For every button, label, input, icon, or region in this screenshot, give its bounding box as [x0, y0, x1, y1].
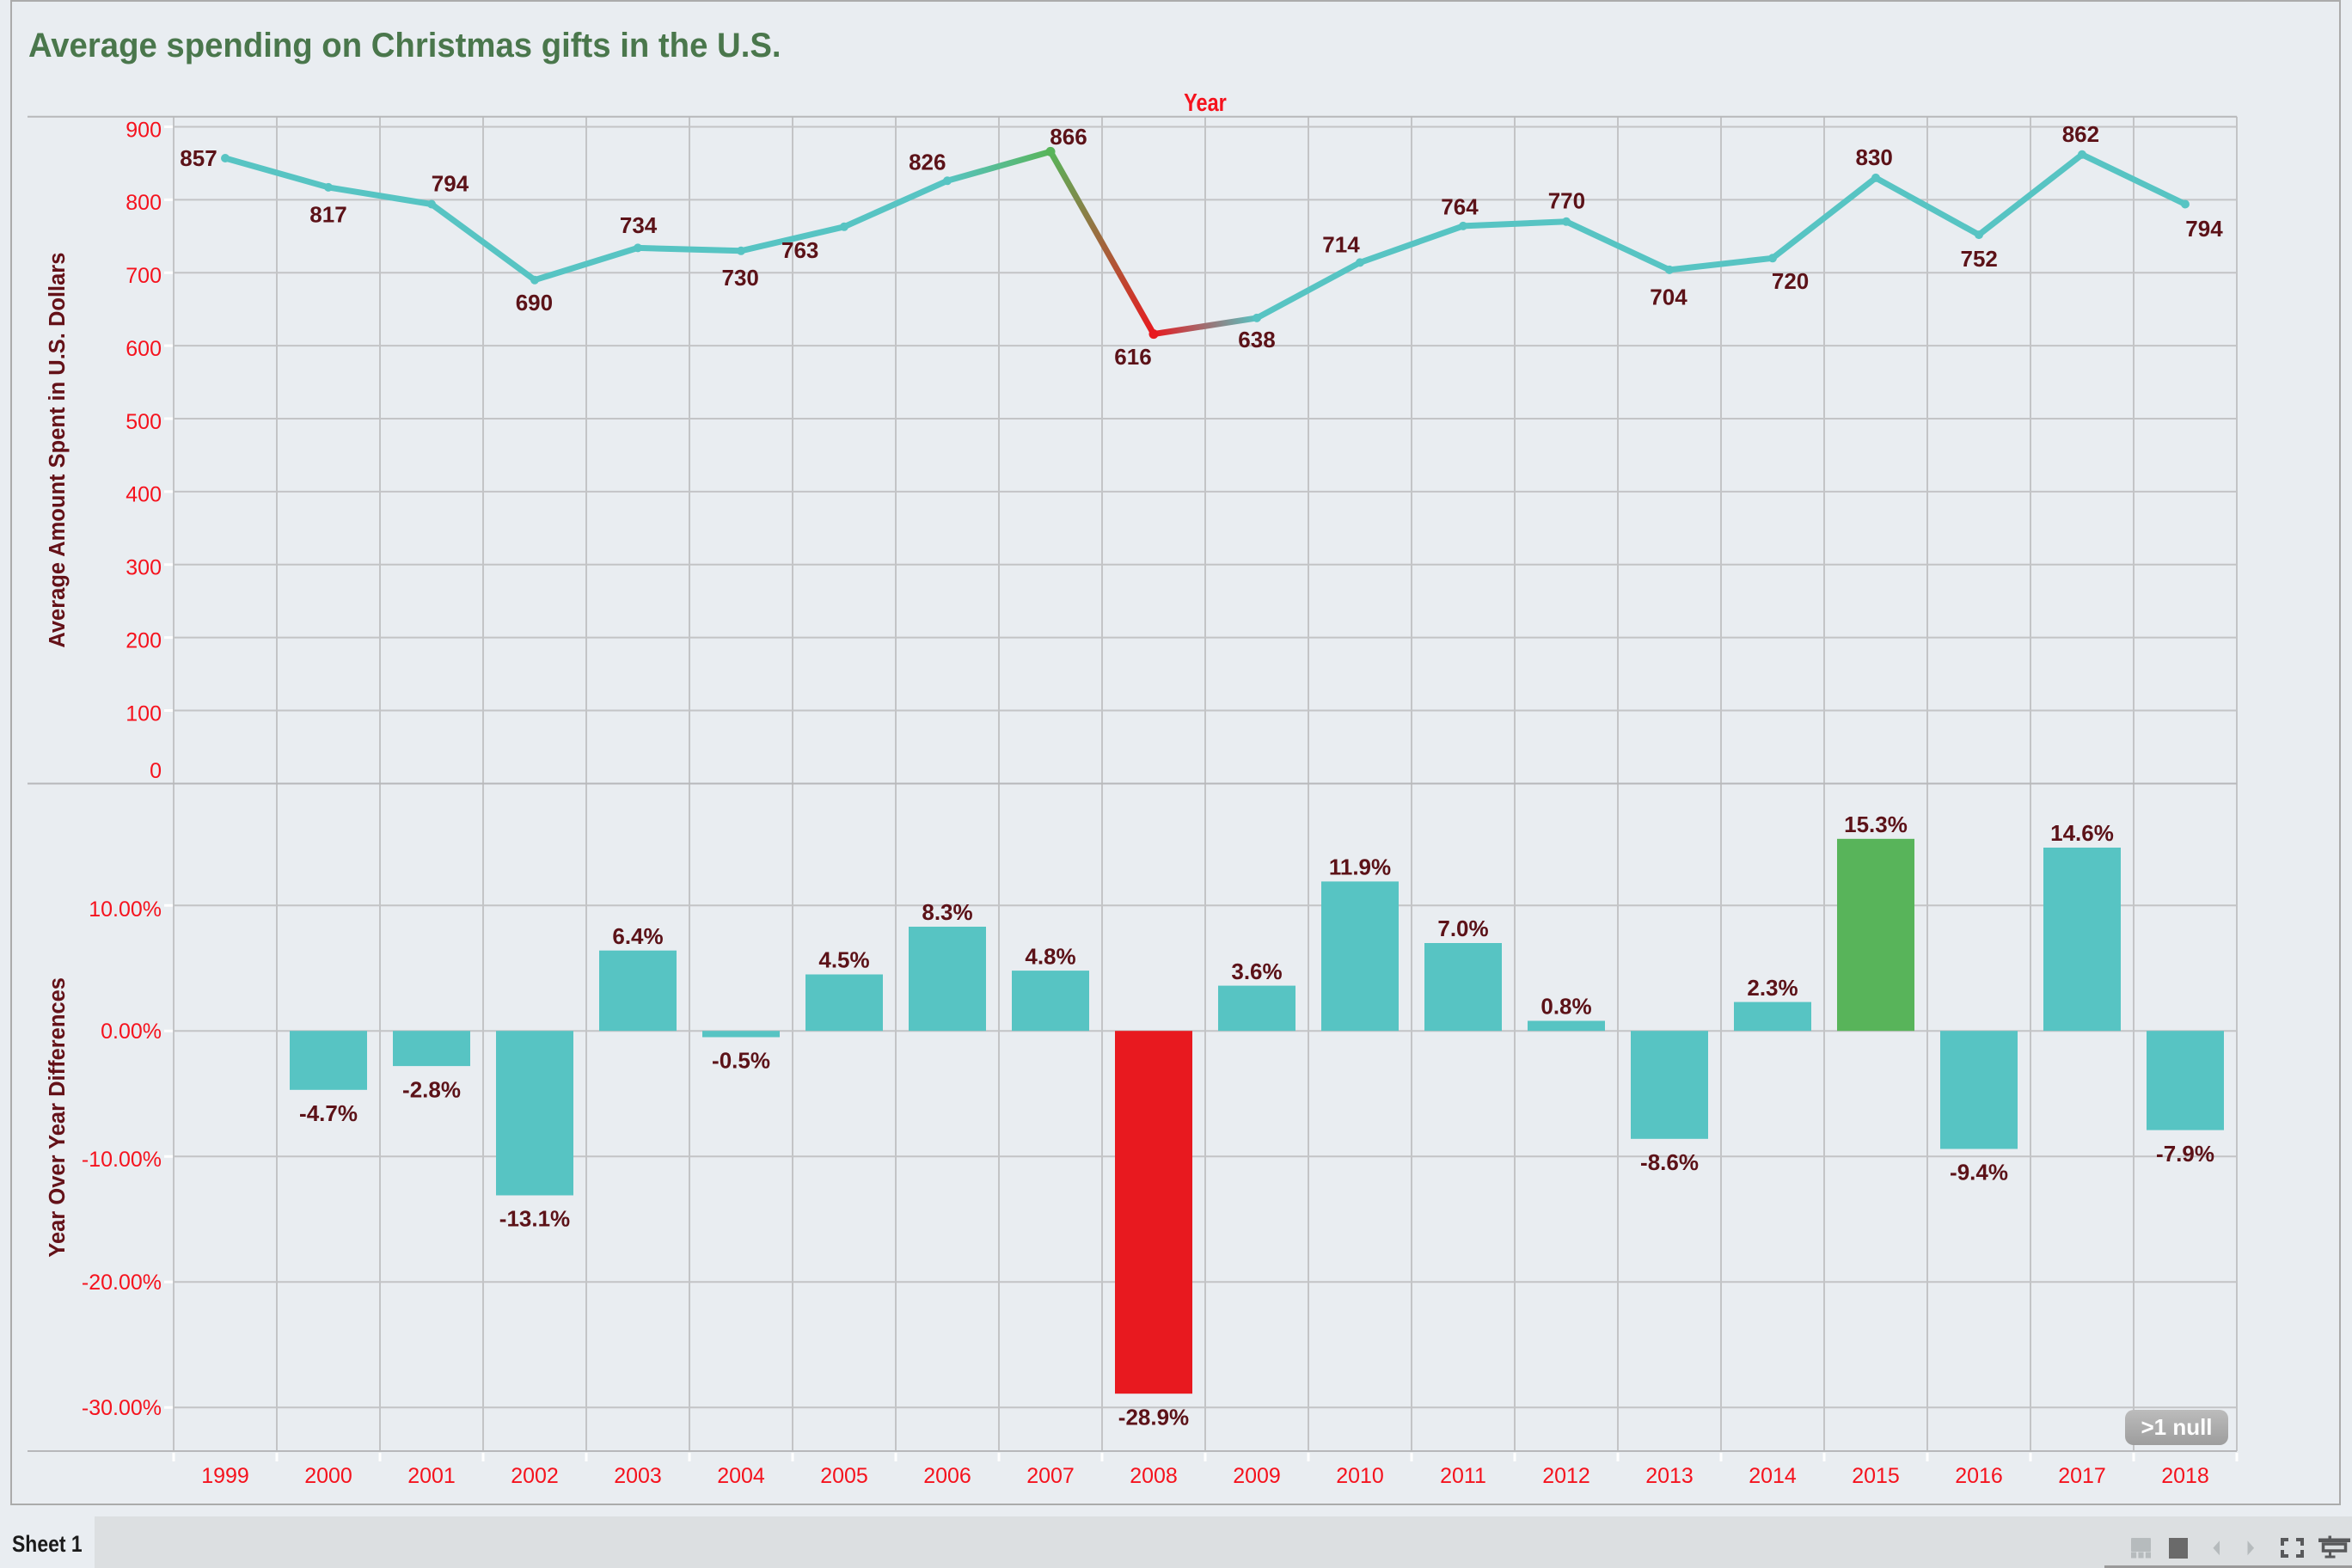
svg-text:1999: 1999: [201, 1464, 249, 1488]
svg-text:764: 764: [1441, 194, 1479, 220]
svg-text:14.6%: 14.6%: [2050, 820, 2114, 846]
svg-text:Year Over Year Differences: Year Over Year Differences: [46, 977, 70, 1258]
svg-text:-0.5%: -0.5%: [712, 1048, 770, 1074]
svg-text:4.5%: 4.5%: [818, 947, 869, 973]
svg-text:0.00%: 0.00%: [101, 1020, 162, 1044]
svg-text:Average Amount Spent in U.S. D: Average Amount Spent in U.S. Dollars: [46, 253, 70, 648]
svg-text:752: 752: [1961, 246, 1998, 272]
svg-text:-13.1%: -13.1%: [499, 1206, 570, 1232]
svg-text:2014: 2014: [1749, 1464, 1797, 1488]
svg-text:2000: 2000: [304, 1464, 352, 1488]
svg-text:8.3%: 8.3%: [922, 899, 972, 925]
svg-text:0: 0: [150, 759, 162, 783]
svg-text:2004: 2004: [717, 1464, 765, 1488]
svg-text:763: 763: [781, 237, 818, 263]
svg-text:616: 616: [1114, 344, 1151, 370]
svg-text:720: 720: [1772, 268, 1809, 294]
svg-text:6.4%: 6.4%: [612, 923, 663, 949]
svg-text:900: 900: [126, 118, 162, 142]
svg-text:Sheet 1: Sheet 1: [12, 1531, 83, 1557]
svg-text:866: 866: [1050, 124, 1087, 150]
svg-text:2011: 2011: [1440, 1464, 1486, 1488]
svg-text:830: 830: [1856, 144, 1893, 170]
svg-text:817: 817: [309, 202, 346, 228]
svg-text:800: 800: [126, 191, 162, 215]
svg-text:7.0%: 7.0%: [1437, 916, 1488, 941]
svg-text:-28.9%: -28.9%: [1118, 1404, 1189, 1430]
svg-text:-7.9%: -7.9%: [2156, 1141, 2214, 1167]
svg-text:730: 730: [722, 265, 759, 291]
svg-text:770: 770: [1548, 188, 1585, 214]
svg-text:-30.00%: -30.00%: [82, 1396, 162, 1420]
svg-text:690: 690: [516, 290, 553, 315]
svg-text:11.9%: 11.9%: [1329, 854, 1391, 880]
svg-text:-8.6%: -8.6%: [1640, 1149, 1699, 1175]
svg-text:-20.00%: -20.00%: [82, 1271, 162, 1295]
svg-text:826: 826: [909, 150, 946, 175]
svg-text:-10.00%: -10.00%: [82, 1148, 162, 1172]
svg-text:700: 700: [126, 264, 162, 288]
svg-text:2003: 2003: [614, 1464, 662, 1488]
svg-text:400: 400: [126, 483, 162, 507]
svg-text:200: 200: [126, 628, 162, 652]
svg-text:0.8%: 0.8%: [1540, 994, 1591, 1020]
svg-text:3.6%: 3.6%: [1231, 959, 1282, 984]
svg-text:500: 500: [126, 410, 162, 434]
svg-text:2010: 2010: [1336, 1464, 1384, 1488]
svg-text:734: 734: [620, 212, 658, 238]
svg-text:-2.8%: -2.8%: [402, 1076, 461, 1102]
svg-text:100: 100: [126, 701, 162, 726]
svg-text:2015: 2015: [1852, 1464, 1900, 1488]
svg-text:2016: 2016: [1955, 1464, 2003, 1488]
svg-text:862: 862: [2062, 121, 2099, 147]
svg-text:704: 704: [1650, 284, 1687, 309]
svg-text:2007: 2007: [1026, 1464, 1075, 1488]
svg-text:794: 794: [2185, 216, 2223, 242]
svg-text:794: 794: [432, 171, 469, 197]
svg-text:10.00%: 10.00%: [89, 897, 162, 922]
svg-text:2017: 2017: [2058, 1464, 2106, 1488]
svg-text:2002: 2002: [511, 1464, 559, 1488]
svg-text:638: 638: [1238, 327, 1275, 352]
svg-text:714: 714: [1322, 232, 1360, 258]
svg-text:Average spending on Christmas: Average spending on Christmas gifts in t…: [28, 27, 781, 64]
svg-text:2.3%: 2.3%: [1747, 975, 1798, 1001]
svg-text:4.8%: 4.8%: [1025, 943, 1075, 969]
svg-text:2013: 2013: [1645, 1464, 1694, 1488]
svg-text:2005: 2005: [820, 1464, 868, 1488]
svg-text:300: 300: [126, 556, 162, 580]
svg-text:2012: 2012: [1542, 1464, 1590, 1488]
svg-text:2008: 2008: [1130, 1464, 1178, 1488]
svg-text:Year: Year: [1184, 89, 1227, 117]
svg-text:-9.4%: -9.4%: [1950, 1160, 2008, 1185]
svg-text:15.3%: 15.3%: [1844, 812, 1908, 837]
svg-text:2006: 2006: [923, 1464, 971, 1488]
svg-text:2009: 2009: [1233, 1464, 1281, 1488]
svg-text:2001: 2001: [407, 1464, 456, 1488]
svg-text:857: 857: [180, 145, 217, 171]
svg-text:600: 600: [126, 337, 162, 361]
svg-text:2018: 2018: [2161, 1464, 2209, 1488]
svg-text:>1 null: >1 null: [2141, 1414, 2212, 1440]
svg-text:-4.7%: -4.7%: [299, 1100, 358, 1126]
